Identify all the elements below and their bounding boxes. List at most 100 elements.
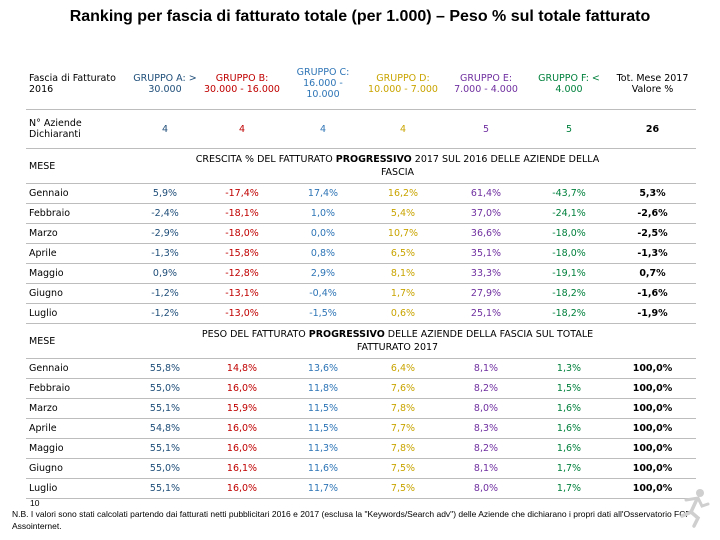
value-cell: 100,0% — [609, 358, 696, 379]
count-cell: 4 — [129, 109, 201, 149]
value-cell: 55,8% — [129, 358, 201, 379]
value-cell: 1,7% — [363, 283, 443, 304]
value-cell: 27,9% — [443, 283, 529, 304]
count-label: N° Aziende Dichiaranti — [26, 109, 129, 149]
value-cell: -18,0% — [529, 223, 609, 244]
value-cell: 8,3% — [443, 418, 529, 439]
value-cell: 11,5% — [283, 418, 363, 439]
count-cell: 5 — [529, 109, 609, 149]
value-cell: 1,3% — [529, 358, 609, 379]
table-row: Maggio 55,1% 16,0% 11,3% 7,8% 8,2% 1,6% 100,0% — [26, 438, 696, 459]
value-cell: 8,1% — [363, 263, 443, 284]
value-cell: 54,8% — [129, 418, 201, 439]
value-cell: 1,6% — [529, 438, 609, 459]
month-column-label: MESE — [26, 323, 129, 359]
value-cell: 36,6% — [443, 223, 529, 244]
table-row: Marzo 55,1% 15,9% 11,5% 7,8% 8,0% 1,6% 100,0% — [26, 398, 696, 419]
value-cell: 55,1% — [129, 478, 201, 499]
group-header: GRUPPO A: > 30.000 — [129, 58, 201, 110]
page-title: Ranking per fascia di fatturato totale (… — [69, 8, 651, 25]
value-cell: -1,5% — [283, 303, 363, 324]
table-row: Giugno 55,0% 16,1% 11,6% 7,5% 8,1% 1,7% 100,0% — [26, 458, 696, 479]
value-cell: 5,4% — [363, 203, 443, 224]
month-label: Giugno — [26, 458, 129, 479]
value-cell: 7,5% — [363, 478, 443, 499]
section-title-bold: PROGRESSIVO — [308, 329, 385, 340]
value-cell: -1,9% — [609, 303, 696, 324]
table-row: Luglio -1,2% -13,0% -1,5% 0,6% 25,1% -18,2% -1,… — [26, 303, 696, 324]
value-cell: 8,1% — [443, 358, 529, 379]
value-cell: -18,2% — [529, 303, 609, 324]
value-cell: 16,0% — [201, 418, 283, 439]
value-cell: 37,0% — [443, 203, 529, 224]
section-title-pre: PESO DEL FATTURATO — [201, 329, 309, 340]
value-cell: 8,2% — [443, 378, 529, 399]
value-cell: 16,1% — [201, 458, 283, 479]
month-label: Aprile — [26, 418, 129, 439]
value-cell: 0,6% — [363, 303, 443, 324]
value-cell: 7,7% — [363, 418, 443, 439]
ranking-table: Fascia di Fatturato 2016 GRUPPO A: > 30.0… — [26, 58, 696, 499]
value-cell: 8,2% — [443, 438, 529, 459]
value-cell: 7,5% — [363, 458, 443, 479]
value-cell: -17,4% — [201, 183, 283, 204]
value-cell: 25,1% — [443, 303, 529, 324]
value-cell: -1,2% — [129, 283, 201, 304]
header-row: Fascia di Fatturato 2016 GRUPPO A: > 30.0… — [26, 58, 696, 110]
value-cell: 100,0% — [609, 398, 696, 419]
value-cell: 17,4% — [283, 183, 363, 204]
company-count-row: N° Aziende Dichiaranti 4 4 4 4 5 5 26 — [26, 109, 696, 149]
month-label: Maggio — [26, 263, 129, 284]
month-label: Febbraio — [26, 203, 129, 224]
value-cell: 11,6% — [283, 458, 363, 479]
value-cell: 1,6% — [529, 418, 609, 439]
value-cell: 8,0% — [443, 478, 529, 499]
group-header: GRUPPO C: 16.000 - 10.000 — [283, 58, 363, 110]
value-cell: -0,4% — [283, 283, 363, 304]
value-cell: 11,8% — [283, 378, 363, 399]
count-cell: 4 — [201, 109, 283, 149]
value-cell: 61,4% — [443, 183, 529, 204]
value-cell: 7,8% — [363, 438, 443, 459]
section-title: PESO DEL FATTURATO PROGRESSIVO DELLE AZI… — [129, 323, 696, 359]
value-cell: 11,3% — [283, 438, 363, 459]
value-cell: 10,7% — [363, 223, 443, 244]
section-header-row: MESE PESO DEL FATTURATO PROGRESSIVO DELLE… — [26, 323, 696, 359]
value-cell: 5,3% — [609, 183, 696, 204]
value-cell: 0,8% — [283, 243, 363, 264]
value-cell: 13,6% — [283, 358, 363, 379]
value-cell: 55,1% — [129, 438, 201, 459]
value-cell: 11,5% — [283, 398, 363, 419]
section-title-post: DELLE AZIENDE DELLA FASCIA SUL TOTALE FA… — [356, 329, 594, 353]
value-cell: -2,5% — [609, 223, 696, 244]
value-cell: 1,0% — [283, 203, 363, 224]
value-cell: 6,4% — [363, 358, 443, 379]
month-label: Luglio — [26, 478, 129, 499]
value-cell: -1,3% — [609, 243, 696, 264]
value-cell: 55,0% — [129, 458, 201, 479]
table-row: Luglio 55,1% 16,0% 11,7% 7,5% 8,0% 1,7% 100,0% — [26, 478, 696, 499]
section-title-post: 2017 SUL 2016 DELLE AZIENDE DELLA FASCIA — [380, 154, 600, 178]
value-cell: 1,7% — [529, 458, 609, 479]
value-cell: -1,2% — [129, 303, 201, 324]
value-cell: 16,2% — [363, 183, 443, 204]
value-cell: -2,4% — [129, 203, 201, 224]
month-label: Marzo — [26, 398, 129, 419]
month-label: Febbraio — [26, 378, 129, 399]
value-cell: 1,6% — [529, 398, 609, 419]
value-cell: 2,9% — [283, 263, 363, 284]
value-cell: 5,9% — [129, 183, 201, 204]
section-title-pre: CRESCITA % DEL FATTURATO — [195, 154, 336, 165]
value-cell: 1,7% — [529, 478, 609, 499]
section-title: CRESCITA % DEL FATTURATO PROGRESSIVO 201… — [129, 148, 696, 184]
value-cell: -15,8% — [201, 243, 283, 264]
value-cell: 100,0% — [609, 418, 696, 439]
value-cell: -18,2% — [529, 283, 609, 304]
table-row: Aprile 54,8% 16,0% 11,5% 7,7% 8,3% 1,6% 100,0% — [26, 418, 696, 439]
group-header: GRUPPO F: < 4.000 — [529, 58, 609, 110]
value-cell: -18,1% — [201, 203, 283, 224]
value-cell: 35,1% — [443, 243, 529, 264]
value-cell: -2,6% — [609, 203, 696, 224]
value-cell: 55,0% — [129, 378, 201, 399]
month-label: Giugno — [26, 283, 129, 304]
